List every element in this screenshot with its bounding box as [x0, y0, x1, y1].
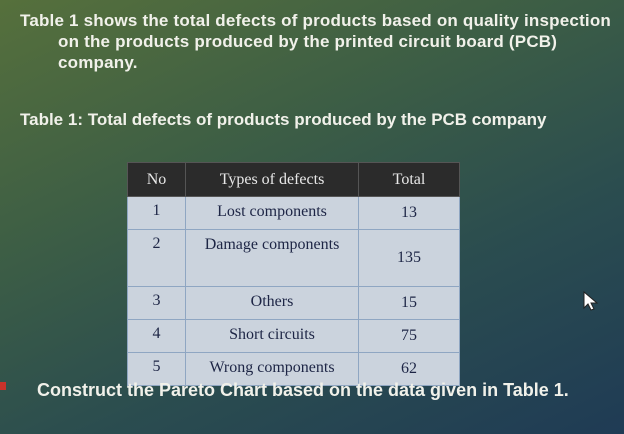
bullet: [0, 382, 6, 390]
header-cell: Types of defects: [185, 162, 359, 197]
header-cell: Total: [358, 162, 460, 197]
table-cell: 15: [358, 286, 460, 320]
table-cell: 62: [358, 352, 460, 386]
table-row: 5 Wrong components 62: [127, 352, 460, 386]
table-cell: Lost components: [185, 196, 359, 230]
mouse-cursor: [583, 290, 599, 311]
table-row: 3 Others 15: [127, 286, 460, 320]
table-cell: 75: [358, 319, 460, 353]
table-cell: 1: [127, 196, 186, 230]
header-row: No Types of defects Total: [127, 162, 460, 197]
defects-table: No Types of defects Total 1 Lost components…: [127, 162, 460, 386]
table-cell: 3: [127, 286, 186, 320]
table-cell: 13: [358, 196, 460, 230]
table-row: 1 Lost components 13: [127, 196, 460, 230]
task-text: Construct the Pareto Chart based on the …: [37, 380, 569, 400]
table-cell: 5: [127, 352, 186, 386]
table-body: 1 Lost components 13 2 Damage components 135 3…: [127, 196, 460, 386]
table-caption: Table 1: Total defects of products produ…: [20, 110, 547, 129]
header-cell: No: [127, 162, 186, 197]
table-row: 4 Short circuits 75: [127, 319, 460, 353]
table-cell: Damage components: [185, 229, 359, 287]
table-cell: 4: [127, 319, 186, 353]
table-row: 2 Damage components 135: [127, 229, 460, 287]
intro-text: Table 1 shows the total defects of produ…: [20, 11, 612, 72]
table-cell: Short circuits: [185, 319, 359, 353]
table-cell: 135: [358, 229, 460, 287]
table-cell: 2: [127, 229, 186, 287]
table-cell: Others: [185, 286, 359, 320]
